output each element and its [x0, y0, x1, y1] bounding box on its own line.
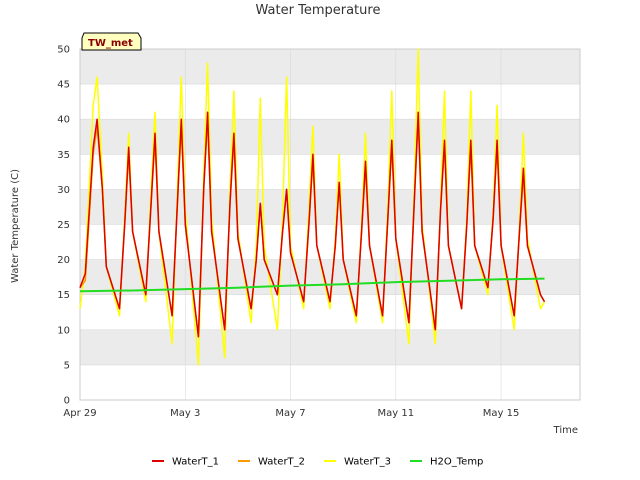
x-tick-label: May 11	[378, 408, 415, 419]
chart-title: Water Temperature	[256, 3, 381, 18]
x-tick-label: May 15	[483, 408, 520, 419]
site-badge-box	[81, 32, 142, 51]
plot-band	[80, 329, 580, 365]
y-tick-label: 5	[64, 360, 70, 371]
plot-frame	[79, 48, 581, 401]
y-tick-label: 0	[64, 396, 70, 407]
series-line-watert-1	[79, 111, 546, 338]
x-tick-label: Apr 29	[63, 408, 96, 419]
y-tick-label: 35	[57, 150, 70, 161]
plot-bands	[80, 49, 580, 365]
y-tick-label: 15	[57, 290, 70, 301]
site-badge: TW_met	[81, 32, 142, 51]
x-tick-label: May 3	[170, 408, 200, 419]
y-tick-label: 10	[57, 325, 70, 336]
legend: WaterT_1 WaterT_2 WaterT_3 H2O_Temp	[152, 457, 483, 468]
y-tick-label: 45	[57, 80, 70, 91]
y-axis-ticks: 0 5 10 15 20 25 30 35 40 45 50	[57, 45, 70, 407]
y-tick-label: 25	[57, 220, 70, 231]
y-axis-title: Water Temperature (C)	[10, 169, 21, 283]
legend-label: WaterT_3	[344, 457, 391, 468]
y-tick-label: 30	[57, 185, 70, 196]
x-tick-label: May 7	[275, 408, 305, 419]
site-badge-label: TW_met	[88, 38, 133, 49]
y-tick-label: 50	[57, 45, 70, 56]
plot-band	[80, 189, 580, 225]
legend-label: WaterT_1	[172, 457, 219, 468]
series-line-h2o-temp	[79, 277, 545, 293]
y-tick-label: 20	[57, 255, 70, 266]
legend-label: WaterT_2	[258, 457, 305, 468]
series-lines	[79, 48, 546, 366]
x-axis-title: Time	[553, 425, 578, 436]
y-tick-label: 40	[57, 115, 70, 126]
legend-label: H2O_Temp	[430, 457, 483, 468]
x-axis-ticks: Apr 29 May 3 May 7 May 11 May 15	[63, 408, 519, 419]
plot-band	[80, 49, 580, 85]
